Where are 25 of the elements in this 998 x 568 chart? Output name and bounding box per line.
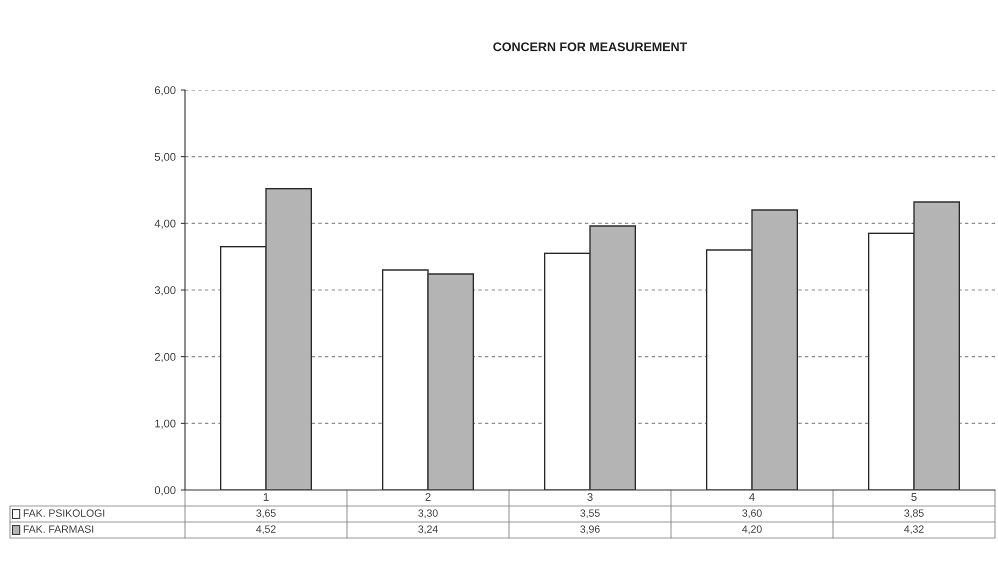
data-label: 3,96: [580, 525, 600, 534]
y-tick-label: 5,00: [154, 152, 176, 162]
legend-label: FAK. PSIKOLOGI: [24, 509, 104, 517]
data-label: 4,32: [904, 525, 924, 534]
data-label: 3,24: [418, 525, 438, 534]
y-tick-label: 1,00: [155, 420, 176, 429]
data-label: 3,60: [742, 509, 762, 518]
data-label: 3,55: [580, 509, 600, 518]
y-tick-label: 6,00: [154, 86, 176, 96]
chart-title: CONCERN FOR MEASUREMENT: [493, 42, 688, 52]
y-tick-label: 4,00: [154, 220, 176, 229]
x-tick-label: 3: [587, 493, 593, 501]
y-tick-label: 2,00: [154, 352, 176, 362]
data-label: 3,65: [256, 509, 276, 518]
x-tick-label: 4: [749, 493, 755, 501]
x-tick-label: 1: [264, 493, 269, 501]
legend-label: FAK. FARMASI: [24, 525, 94, 533]
y-tick-label: 0,00: [154, 486, 176, 496]
data-label: 3,85: [904, 509, 924, 518]
data-label: 4,20: [742, 525, 762, 534]
data-label: 4,52: [256, 525, 276, 534]
y-tick-label: 3,00: [154, 286, 176, 296]
data-label: 3,30: [418, 509, 438, 518]
x-tick-label: 2: [425, 493, 431, 501]
x-tick-label: 5: [911, 493, 917, 501]
